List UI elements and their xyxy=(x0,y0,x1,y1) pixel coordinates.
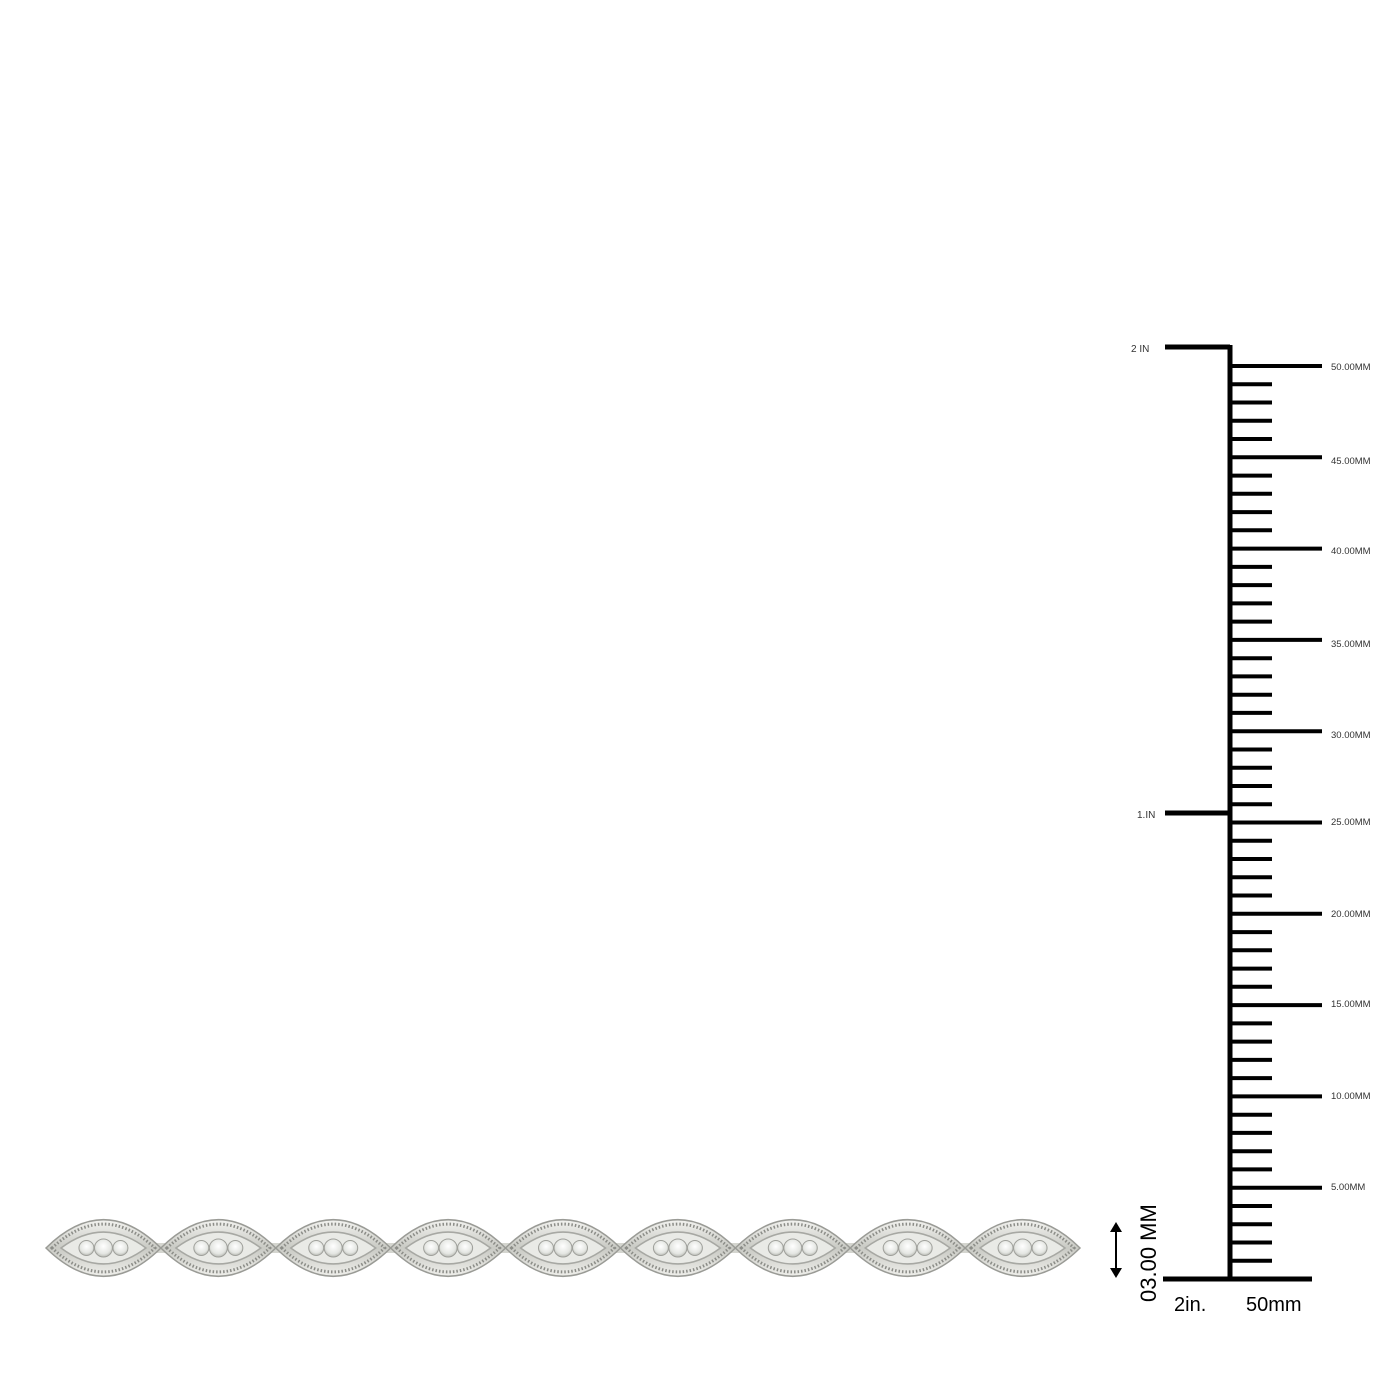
width-indicator: 03.00 MM xyxy=(1110,1204,1161,1302)
diamond-stone xyxy=(916,1240,933,1256)
ruler-label-50mm: 50.00MM xyxy=(1331,362,1371,373)
band-segment xyxy=(504,1219,622,1277)
segment-milgrain xyxy=(509,1222,617,1274)
diamond-stone xyxy=(423,1240,440,1256)
diamond-stone xyxy=(553,1238,573,1258)
band-segment xyxy=(964,1219,1082,1277)
diamond-stone xyxy=(78,1240,95,1256)
ruler-label-10mm: 10.00MM xyxy=(1331,1091,1371,1102)
band-segment xyxy=(389,1219,507,1277)
band-segment xyxy=(44,1219,162,1277)
band-segment xyxy=(159,1219,277,1277)
diamond-stone xyxy=(572,1240,588,1256)
width-arrow-down-icon xyxy=(1110,1268,1122,1278)
diamond-stone xyxy=(783,1238,803,1258)
diamond-stone xyxy=(652,1240,669,1256)
segment-milgrain xyxy=(394,1222,502,1274)
ruler-label-40mm: 40.00MM xyxy=(1331,546,1371,557)
segment-milgrain xyxy=(279,1222,387,1274)
diamond-stone xyxy=(112,1240,129,1256)
ruler-bottom-inch-label: 2in. xyxy=(1174,1294,1206,1316)
diamond-stone xyxy=(882,1240,899,1256)
ruler-label-20mm: 20.00MM xyxy=(1331,909,1371,920)
diamond-stone xyxy=(1013,1238,1033,1258)
diamond-stone xyxy=(898,1238,918,1258)
segment-milgrain xyxy=(49,1222,158,1274)
band-segment xyxy=(734,1219,852,1277)
ruler-label-25mm: 25.00MM xyxy=(1331,817,1371,828)
diamond-stone xyxy=(193,1240,210,1256)
width-label: 03.00 MM xyxy=(1136,1204,1161,1302)
segment-milgrain xyxy=(164,1222,272,1274)
ruler-label-5mm: 5.00MM xyxy=(1331,1182,1365,1193)
ruler-label-2-in: 2 IN xyxy=(1131,344,1149,355)
ruler-bottom-mm-label: 50mm xyxy=(1246,1294,1302,1316)
ring-band-image xyxy=(44,1219,1082,1277)
segment-milgrain xyxy=(624,1222,732,1274)
diamond-stone xyxy=(801,1240,818,1256)
width-arrow-up-icon xyxy=(1110,1222,1122,1232)
diamond-stone xyxy=(686,1240,703,1256)
diamond-stone xyxy=(538,1240,554,1256)
band-segment xyxy=(849,1219,967,1277)
ruler-label-45mm: 45.00MM xyxy=(1331,456,1371,467)
diamond-stone xyxy=(767,1240,784,1256)
diamond-stone xyxy=(208,1238,228,1258)
diamond-stone xyxy=(323,1238,343,1258)
diamond-stone xyxy=(93,1238,113,1258)
band-segment xyxy=(274,1219,392,1277)
segment-milgrain xyxy=(854,1222,962,1274)
diamond-stone xyxy=(342,1240,359,1256)
ruler-label-15mm: 15.00MM xyxy=(1331,999,1371,1010)
diamond-stone xyxy=(227,1240,244,1256)
diamond-stone xyxy=(1031,1240,1048,1256)
diamond-stone xyxy=(438,1238,458,1258)
diamond-stone xyxy=(308,1240,325,1256)
ruler-label-30mm: 30.00MM xyxy=(1331,730,1371,741)
diamond-stone xyxy=(997,1240,1014,1256)
ruler-mm-ticks xyxy=(1230,364,1322,1263)
segment-milgrain xyxy=(968,1222,1077,1274)
size-ruler: 2 IN 1.IN 50.00MM 45.00MM 40.00MM 35.00M… xyxy=(1131,344,1371,1316)
diamond-stone xyxy=(457,1240,474,1256)
ruler-label-35mm: 35.00MM xyxy=(1331,639,1371,650)
band-segment xyxy=(619,1219,737,1277)
ruler-label-1-in: 1.IN xyxy=(1137,810,1155,821)
diamond-stone xyxy=(668,1238,688,1258)
segment-milgrain xyxy=(739,1222,847,1274)
